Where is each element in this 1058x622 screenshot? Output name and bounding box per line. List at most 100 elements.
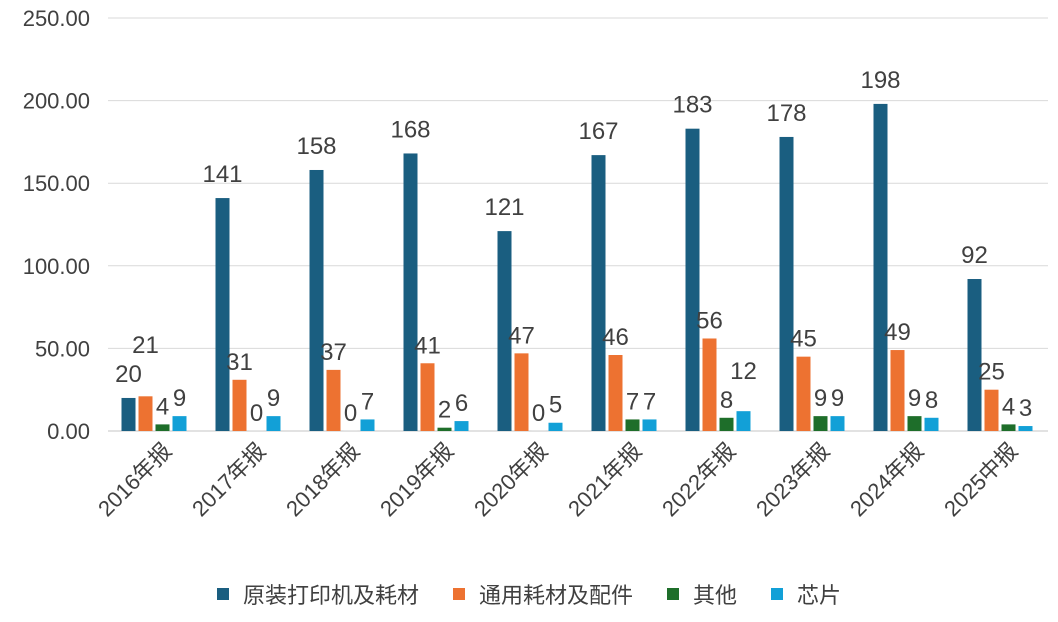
legend-item: 其他 [667, 578, 737, 610]
legend-item: 芯片 [771, 578, 841, 610]
data-label: 56 [696, 307, 723, 334]
bar-1 [984, 389, 999, 431]
bar-3 [172, 416, 187, 431]
bar-2 [907, 416, 922, 431]
bar-2 [719, 417, 734, 431]
data-label: 0 [344, 400, 357, 427]
bar-3 [642, 419, 657, 431]
x-tick-label: 2018年报 [281, 438, 364, 521]
bar-0 [215, 198, 230, 431]
data-label: 31 [226, 349, 253, 376]
data-label: 49 [884, 319, 911, 346]
data-label: 0 [250, 400, 263, 427]
legend-swatch [452, 588, 465, 600]
legend-swatch [667, 588, 679, 600]
data-label: 2 [438, 397, 451, 424]
data-label: 158 [296, 133, 336, 160]
legend: 原装打印机及耗材 通用耗材及配件 其他 芯片 [0, 578, 1058, 610]
legend-swatch [216, 588, 229, 600]
y-tick-label: 0.00 [47, 419, 90, 444]
legend-label: 芯片 [797, 584, 842, 609]
bar-0 [685, 128, 700, 431]
bar-3 [454, 421, 469, 431]
data-label: 45 [790, 326, 817, 353]
data-label: 121 [484, 194, 524, 221]
bar-3 [548, 422, 563, 431]
y-tick-label: 250.00 [23, 6, 90, 31]
bar-2 [625, 419, 640, 431]
bar-2 [1001, 424, 1016, 431]
bar-3 [1018, 426, 1033, 431]
x-tick-label: 2020年报 [469, 438, 552, 521]
data-label: 7 [643, 388, 656, 415]
data-label: 141 [202, 161, 242, 188]
x-tick-label: 2017年报 [187, 438, 270, 521]
data-label: 9 [831, 385, 844, 412]
bar-1 [514, 353, 529, 431]
data-label: 0 [532, 400, 545, 427]
bar-0 [309, 169, 324, 431]
bar-2 [531, 430, 546, 431]
data-label: 20 [115, 361, 142, 388]
bar-2 [155, 424, 170, 431]
data-label: 178 [766, 100, 806, 127]
data-label: 9 [173, 385, 186, 412]
bar-3 [360, 419, 375, 431]
bar-0 [591, 155, 606, 431]
bar-0 [497, 231, 512, 431]
data-label: 3 [1019, 395, 1032, 422]
y-tick-label: 200.00 [23, 89, 90, 114]
data-label: 7 [361, 388, 374, 415]
legend-swatch [771, 588, 784, 600]
data-label: 4 [1002, 393, 1015, 420]
data-label: 25 [978, 359, 1005, 386]
data-label: 9 [267, 385, 280, 412]
data-label: 46 [602, 324, 629, 351]
x-tick-label: 2021年报 [563, 438, 646, 521]
bar-3 [830, 416, 845, 431]
data-label: 37 [320, 339, 347, 366]
bar-1 [420, 363, 435, 431]
bar-1 [232, 379, 247, 431]
bar-1 [890, 350, 905, 431]
x-tick-label: 2024年报 [845, 438, 928, 521]
data-label: 6 [455, 390, 468, 417]
data-label: 198 [860, 67, 900, 94]
data-label: 21 [132, 332, 159, 359]
bar-0 [967, 279, 982, 431]
bar-1 [608, 355, 623, 431]
data-label: 9 [814, 385, 827, 412]
x-tick-label: 2019年报 [375, 438, 458, 521]
bar-2 [249, 430, 264, 431]
bar-1 [138, 396, 153, 431]
data-label: 9 [908, 385, 921, 412]
bar-1 [796, 356, 811, 431]
bar-0 [779, 136, 794, 431]
data-label: 183 [672, 92, 712, 119]
data-label: 167 [578, 118, 618, 145]
data-label: 168 [390, 116, 430, 143]
bar-3 [924, 417, 939, 431]
y-tick-label: 150.00 [23, 171, 90, 196]
legend-item: 原装打印机及耗材 [216, 578, 419, 610]
x-tick-label: 2023年报 [751, 438, 834, 521]
legend-item: 通用耗材及配件 [452, 578, 633, 610]
data-label: 8 [925, 387, 938, 414]
bar-1 [326, 369, 341, 431]
bar-3 [266, 416, 281, 431]
legend-label: 原装打印机及耗材 [242, 584, 419, 609]
x-tick-label: 2016年报 [93, 438, 176, 521]
data-label: 47 [508, 322, 535, 349]
bar-0 [873, 103, 888, 432]
bar-2 [343, 430, 358, 431]
x-tick-label: 2022年报 [657, 438, 740, 521]
legend-label: 通用耗材及配件 [478, 584, 633, 609]
data-label: 7 [626, 388, 639, 415]
data-label: 4 [156, 393, 169, 420]
bar-0 [403, 153, 418, 432]
data-label: 92 [961, 242, 988, 269]
y-tick-label: 50.00 [35, 336, 90, 361]
bar-3 [736, 411, 751, 431]
